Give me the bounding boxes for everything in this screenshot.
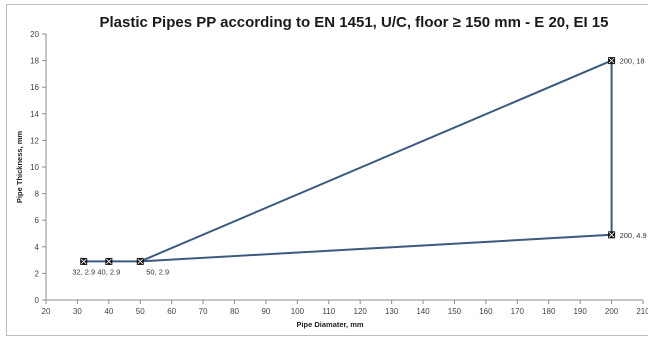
- y-tick-label: 16: [30, 83, 39, 92]
- x-tick-label: 70: [199, 307, 208, 316]
- y-axis-label: Pipe Thickness, mm: [15, 131, 24, 203]
- x-tick-label: 20: [42, 307, 51, 316]
- marker-cross: [608, 57, 615, 64]
- chart-title: Plastic Pipes PP according to EN 1451, U…: [100, 14, 609, 31]
- y-tick-label: 8: [35, 190, 40, 199]
- y-tick-label: 0: [35, 296, 40, 305]
- x-tick-label: 120: [354, 307, 368, 316]
- marker-cross: [137, 258, 144, 265]
- data-markers: [80, 57, 616, 265]
- x-tick-label: 190: [573, 307, 587, 316]
- x-tick-label: 60: [167, 307, 176, 316]
- data-point-marker: [105, 257, 113, 265]
- data-point-marker: [136, 257, 144, 265]
- x-tick-label: 130: [385, 307, 399, 316]
- x-tick-label: 90: [261, 307, 270, 316]
- marker-cross: [80, 258, 87, 265]
- x-tick-label: 180: [542, 307, 556, 316]
- x-axis-label: Pipe Diamater, mm: [296, 320, 363, 329]
- y-tick-label: 20: [30, 30, 39, 39]
- axes: 0 2 4 6 8 10 12 14 16 18 20 20 30 40 50 60 70 80 90 100 110 1…: [30, 30, 648, 316]
- x-tick-label: 110: [322, 307, 335, 316]
- x-tick-label: 40: [104, 307, 113, 316]
- y-tick-label: 10: [30, 163, 39, 172]
- x-tick-label: 170: [511, 307, 525, 316]
- x-tick-label: 210: [636, 307, 648, 316]
- series-line: [83, 59, 613, 263]
- x-tick-label: 160: [479, 307, 493, 316]
- chart-frame: [6, 4, 648, 336]
- y-tick-label: 4: [35, 243, 40, 252]
- data-label: 50, 2.9: [146, 267, 169, 276]
- marker-cross: [608, 232, 615, 238]
- y-tick-label: 12: [30, 136, 39, 145]
- x-tick-label: 140: [416, 307, 430, 316]
- marker-cross: [106, 258, 112, 265]
- data-label: 40, 2.9: [97, 267, 120, 276]
- x-tick-label: 200: [605, 307, 619, 316]
- y-tick-label: 14: [30, 110, 39, 119]
- series-lines: [83, 59, 613, 263]
- data-label: 200, 18: [620, 57, 645, 66]
- x-tick-label: 30: [73, 307, 82, 316]
- y-tick-label: 6: [35, 216, 40, 225]
- x-tick-label: 50: [136, 307, 145, 316]
- x-tick-label: 100: [291, 307, 305, 316]
- x-tick-label: 80: [230, 307, 239, 316]
- data-label: 200, 4.9: [620, 231, 647, 240]
- data-labels: 32, 2.9 40, 2.9 50, 2.9 200, 18 200, 4.9: [72, 57, 646, 277]
- y-tick-label: 18: [30, 57, 39, 66]
- y-tick-label: 2: [35, 269, 40, 278]
- data-label: 32, 2.9: [72, 267, 95, 276]
- x-tick-label: 150: [448, 307, 462, 316]
- data-point-marker: [80, 257, 88, 265]
- data-point-marker: [608, 231, 616, 239]
- data-point-marker: [608, 57, 616, 65]
